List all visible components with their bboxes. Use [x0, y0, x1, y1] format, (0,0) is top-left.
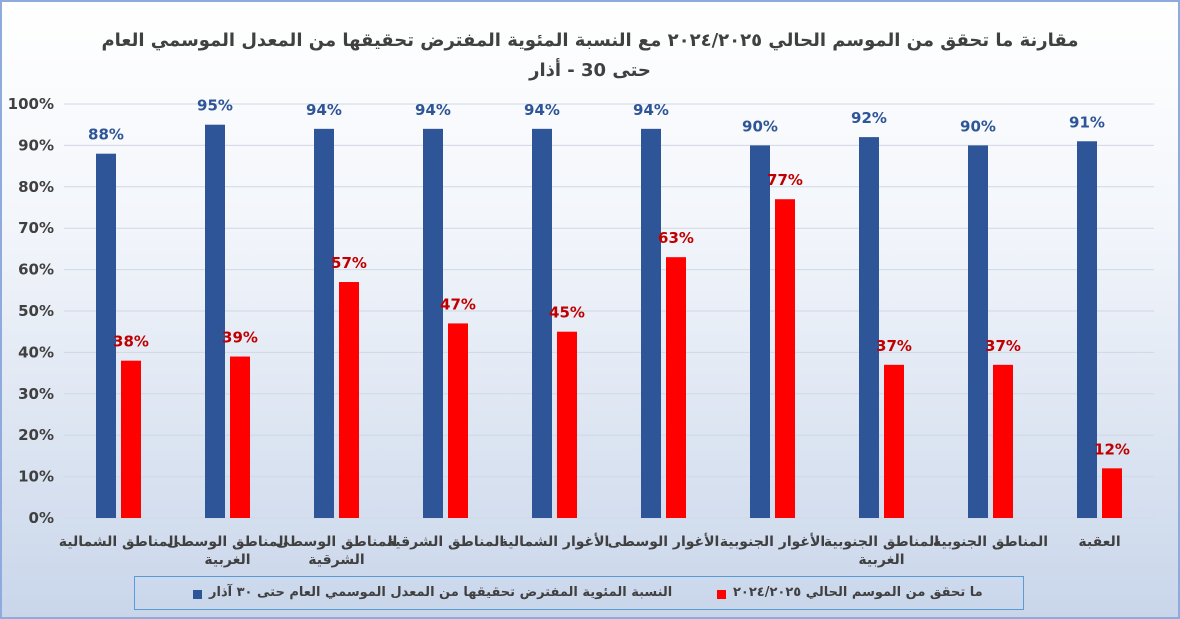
data-label-series-1: 92% — [851, 109, 887, 127]
y-tick-label: 0% — [29, 509, 54, 527]
chart-subtitle: حتى 30 - أذار — [529, 60, 651, 81]
data-label-series-1: 94% — [633, 101, 669, 119]
data-label-series-2: 38% — [113, 333, 149, 351]
x-category-label: المناطق الشرقية — [387, 534, 504, 550]
data-label-series-2: 12% — [1094, 440, 1130, 458]
legend-swatch-series-1 — [193, 590, 202, 599]
x-category-label: الشرقية — [308, 552, 364, 568]
bar-series-1 — [859, 137, 879, 518]
bar-series-1 — [423, 128, 443, 518]
bar-series-2 — [775, 199, 795, 518]
data-label-series-1: 94% — [306, 101, 342, 119]
x-category-label: الأغوار الشمالية — [500, 533, 610, 550]
data-label-series-1: 90% — [960, 117, 996, 135]
data-label-series-2: 37% — [985, 337, 1021, 355]
y-tick-label: 10% — [18, 468, 54, 486]
data-label-series-2: 39% — [222, 329, 258, 347]
data-label-series-2: 77% — [767, 171, 803, 189]
bar-series-2 — [230, 356, 250, 518]
x-category-label: المناطق الوسطى — [167, 534, 289, 550]
bar-series-1 — [1077, 141, 1097, 518]
legend-label-series-1: النسبة المئوية المفترض تحقيقها من المعدل… — [209, 585, 673, 600]
bar-series-2 — [666, 257, 686, 518]
bar-series-1 — [641, 128, 661, 518]
legend-label-series-2: ما تحقق من الموسم الحالي ٢٠٢٤/٢٠٢٥ — [733, 585, 983, 600]
data-label-series-1: 88% — [88, 126, 124, 144]
bar-series-1 — [532, 128, 552, 518]
bar-series-2 — [993, 364, 1013, 518]
data-label-series-2: 47% — [440, 295, 476, 313]
y-tick-label: 70% — [18, 219, 54, 237]
x-category-label: الغربية — [858, 552, 904, 568]
x-category-label: العقبة — [1078, 534, 1120, 550]
bar-series-2 — [121, 360, 141, 518]
legend: النسبة المئوية المفترض تحقيقها من المعدل… — [134, 576, 1024, 610]
x-category-label: المناطق الجنوبية — [933, 534, 1048, 550]
bar-series-2 — [339, 282, 359, 518]
x-category-label: المناطق الجنوبية — [824, 534, 939, 550]
data-label-series-2: 37% — [876, 337, 912, 355]
y-tick-label: 50% — [18, 302, 54, 320]
data-label-series-1: 95% — [197, 97, 233, 115]
bar-series-1 — [968, 145, 988, 518]
bar-series-2 — [557, 331, 577, 518]
bar-series-2 — [448, 323, 468, 518]
bar-series-1 — [96, 153, 116, 518]
data-label-series-1: 94% — [524, 101, 560, 119]
y-tick-label: 20% — [18, 426, 54, 444]
bar-series-2 — [884, 364, 904, 518]
x-category-label: المناطق الوسطى — [276, 534, 398, 550]
data-label-series-1: 91% — [1069, 113, 1105, 131]
y-tick-label: 40% — [18, 343, 54, 361]
x-category-label: المناطق الشمالية — [59, 534, 179, 550]
bar-series-2 — [1102, 468, 1122, 518]
data-label-series-1: 90% — [742, 117, 778, 135]
bar-series-1 — [750, 145, 770, 518]
y-tick-label: 100% — [8, 95, 54, 113]
data-label-series-2: 63% — [658, 229, 694, 247]
data-label-series-2: 45% — [549, 304, 585, 322]
bar-series-1 — [205, 124, 225, 518]
bar-series-1 — [314, 128, 334, 518]
y-tick-label: 80% — [18, 178, 54, 196]
chart-title: مقارنة ما تحقق من الموسم الحالي ٢٠٢٤/٢٠٢… — [101, 30, 1079, 51]
y-tick-label: 30% — [18, 385, 54, 403]
y-tick-label: 60% — [18, 261, 54, 279]
y-tick-label: 90% — [18, 136, 54, 154]
legend-swatch-series-2 — [717, 590, 726, 599]
x-category-label: الأغوار الوسطى — [608, 533, 720, 550]
x-category-label: الغربية — [204, 552, 250, 568]
data-label-series-2: 57% — [331, 254, 367, 272]
data-label-series-1: 94% — [415, 101, 451, 119]
x-category-label: الأغوار الجنوبية — [720, 533, 825, 550]
